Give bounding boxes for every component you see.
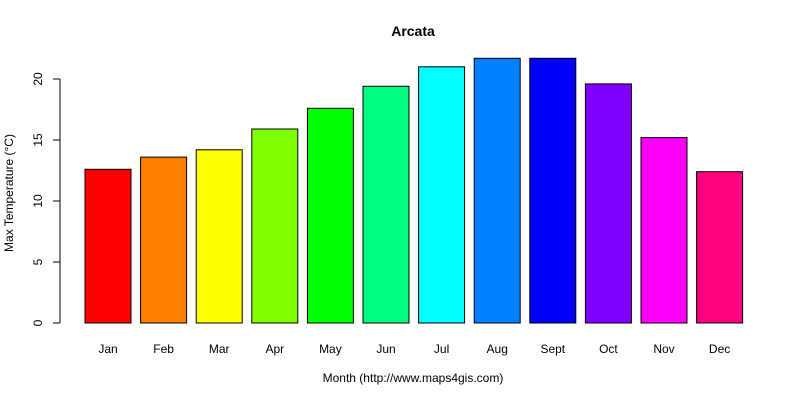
y-tick-label: 20: [31, 72, 45, 86]
x-tick-label-dec: Dec: [709, 342, 730, 356]
chart-title: Arcata: [391, 23, 435, 39]
bar-apr: [251, 128, 299, 324]
x-tick-label-mar: Mar: [209, 342, 230, 356]
x-tick-label-may: May: [319, 342, 342, 356]
x-tick-labels: Jan Feb Mar Apr May Jun Jul Aug Sept Oct Nov Dec: [98, 342, 730, 356]
x-tick-label-feb: Feb: [153, 342, 174, 356]
bar-feb: [140, 156, 188, 324]
y-tick-label: 0: [31, 319, 45, 326]
bar-oct: [584, 83, 632, 324]
bar-may: [306, 107, 354, 324]
x-tick-label-jan: Jan: [98, 342, 117, 356]
bar-sept: [529, 57, 577, 324]
y-tick-label: 5: [31, 258, 45, 265]
x-tick-label-oct: Oct: [599, 342, 618, 356]
x-axis-label: Month (http://www.maps4gis.com): [323, 371, 504, 385]
x-tick-label-jun: Jun: [376, 342, 395, 356]
y-tick-label: 10: [31, 194, 45, 208]
y-axis: 0 5 10 15 20: [31, 72, 61, 326]
bar-nov: [640, 137, 688, 324]
y-axis-label: Max Temperature (°C): [2, 134, 16, 252]
bar-mar: [195, 149, 243, 324]
bar-dec: [696, 171, 744, 324]
bars-group: [84, 57, 744, 324]
x-tick-label-apr: Apr: [265, 342, 284, 356]
x-tick-label-sept: Sept: [540, 342, 565, 356]
x-tick-label-jul: Jul: [434, 342, 449, 356]
x-tick-label-aug: Aug: [487, 342, 508, 356]
bar-jan: [84, 168, 132, 324]
bar-jun: [362, 85, 410, 324]
bar-aug: [473, 57, 521, 324]
y-tick-label: 15: [31, 133, 45, 147]
bar-jul: [418, 66, 466, 324]
x-tick-label-nov: Nov: [653, 342, 674, 356]
